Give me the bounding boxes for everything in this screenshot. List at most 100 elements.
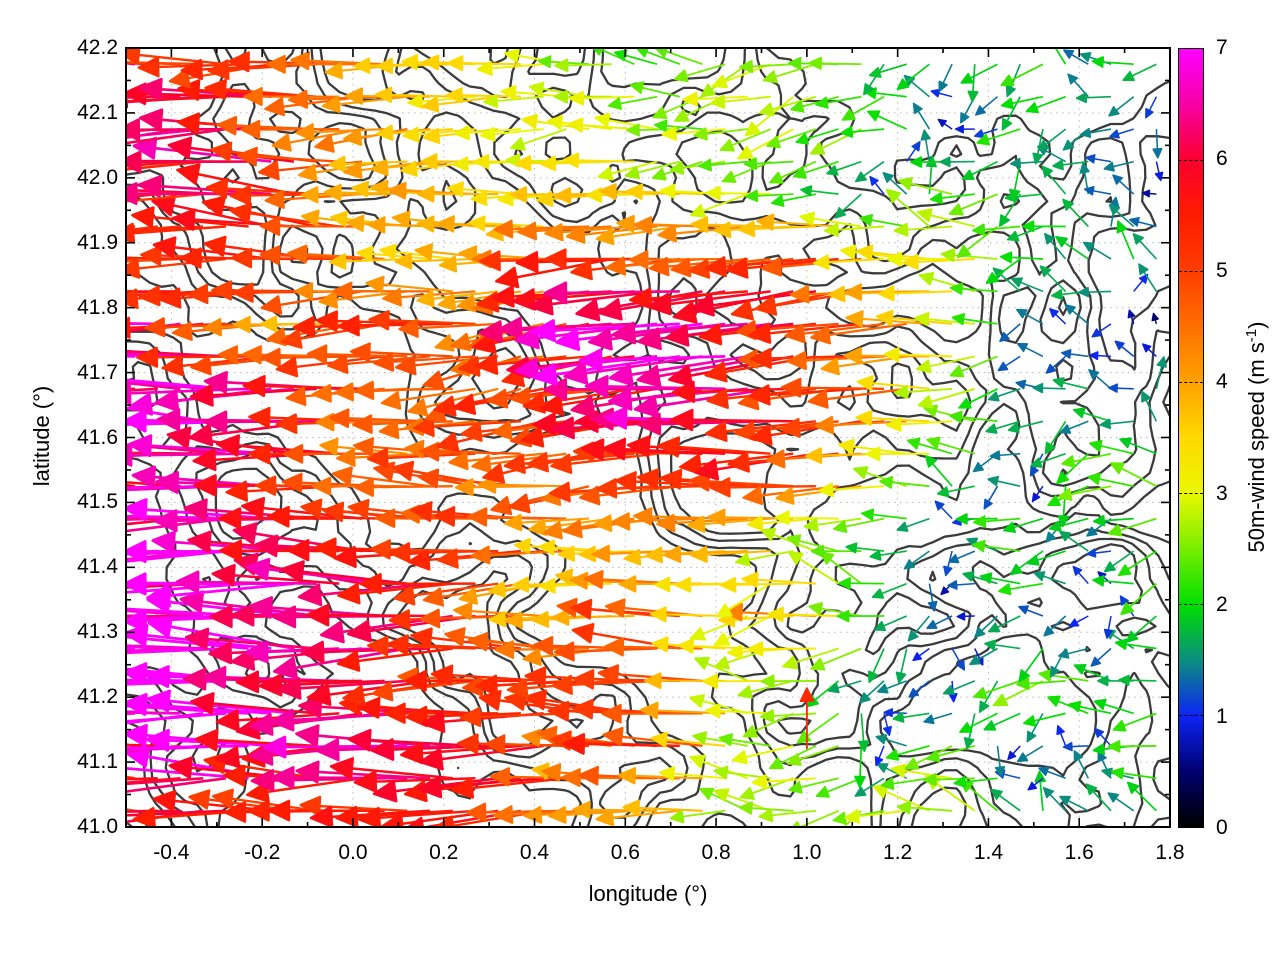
wind-vector (922, 773, 975, 787)
wind-vector (774, 510, 839, 526)
wind-vector (1110, 767, 1157, 780)
wind-vector (572, 698, 680, 720)
wind-vector (896, 517, 930, 532)
wind-vector (126, 743, 158, 748)
wind-vector (791, 809, 839, 827)
wind-vector (126, 182, 249, 206)
wind-vector (983, 712, 1021, 731)
wind-vector (1112, 174, 1135, 195)
wind-vector (747, 641, 816, 657)
wind-vector (175, 570, 317, 594)
wind-vector (1006, 225, 1044, 242)
wind-vector (215, 434, 340, 457)
wind-vector (1128, 217, 1157, 228)
y-tick-label: 41.1 (77, 750, 118, 774)
y-tick-label: 41.2 (77, 685, 118, 709)
wind-vector (359, 572, 476, 595)
wind-vector (936, 485, 975, 498)
wind-vector (1026, 713, 1044, 743)
wind-vector (126, 808, 136, 812)
wind-vector (659, 766, 726, 782)
wind-vector (874, 745, 885, 767)
wind-vector (337, 314, 453, 337)
wind-vector (624, 160, 681, 180)
wind-vector (954, 124, 975, 134)
wind-vector (300, 640, 431, 664)
wind-vector (329, 757, 453, 780)
wind-vector (1083, 186, 1112, 196)
wind-vector (622, 799, 703, 817)
wind-vector (961, 160, 998, 181)
wind-vector (601, 703, 703, 724)
wind-vector (689, 193, 749, 218)
wind-vector (1082, 241, 1112, 260)
wind-vector (1151, 312, 1159, 325)
colorbar-tick-line (1179, 715, 1203, 716)
wind-vectors-layer (126, 48, 1167, 827)
wind-vector (756, 213, 839, 231)
wind-vector (705, 703, 771, 719)
x-tick-label: 0.0 (338, 841, 368, 864)
wind-vector (375, 508, 476, 529)
wind-vector (471, 452, 567, 474)
wind-vector (203, 370, 340, 394)
wind-vector (1087, 472, 1134, 488)
wind-vector (1049, 308, 1067, 325)
wind-vector (267, 799, 385, 822)
wind-vector (859, 680, 885, 704)
colorbar-tick-label: 0 (1216, 816, 1228, 839)
y-tick-label: 42.1 (77, 100, 118, 124)
wind-vector (943, 550, 953, 577)
wind-vector (372, 777, 499, 803)
wind-vector (1091, 323, 1112, 338)
wind-vector (1107, 740, 1157, 753)
wind-vector (767, 606, 839, 623)
x-tick-label: 1.4 (973, 841, 1004, 864)
wind-vector (929, 192, 975, 205)
wind-vector (832, 517, 885, 534)
wind-vector (743, 157, 794, 170)
wind-vector (544, 223, 635, 242)
y-tick-label: 41.8 (77, 295, 118, 319)
wind-vector (1078, 286, 1112, 298)
wind-vector (838, 577, 885, 590)
wind-vector (371, 679, 476, 702)
wind-vector (382, 287, 476, 307)
wind-vector (769, 160, 817, 184)
wind-vector (1041, 165, 1067, 195)
wind-vector (885, 416, 953, 432)
wind-vector (1018, 605, 1044, 617)
wind-vector (259, 216, 363, 236)
wind-vector (550, 452, 658, 474)
wind-vector (126, 777, 158, 781)
wind-vector (305, 603, 431, 627)
wind-vector (1125, 615, 1157, 643)
wind-vector (126, 95, 136, 98)
colorbar-tick-label: 2 (1216, 593, 1228, 617)
wind-vector (1120, 582, 1157, 616)
wind-vector (758, 808, 816, 823)
wind-vector (988, 615, 1021, 633)
wind-vector (872, 784, 930, 812)
wind-vector (815, 777, 862, 798)
wind-vector (421, 95, 499, 113)
wind-vector (573, 669, 680, 690)
wind-vector (737, 220, 816, 238)
wind-vector (1086, 548, 1112, 558)
wind-vector (1109, 462, 1157, 488)
x-tick-label: 0.4 (519, 841, 550, 864)
wind-vector (1089, 351, 1112, 361)
x-tick-label: -0.4 (153, 841, 190, 864)
wind-vector (916, 208, 976, 228)
wind-vector (539, 155, 612, 172)
wind-vector (795, 128, 839, 145)
wind-vector (926, 436, 976, 455)
wind-vector (815, 95, 862, 109)
wind-vector (1133, 273, 1149, 292)
wind-vector (857, 713, 870, 753)
wind-vector (376, 124, 453, 141)
wind-vector (321, 95, 408, 114)
wind-vector (912, 102, 931, 130)
wind-vector (926, 615, 953, 629)
wind-vector (126, 647, 136, 651)
